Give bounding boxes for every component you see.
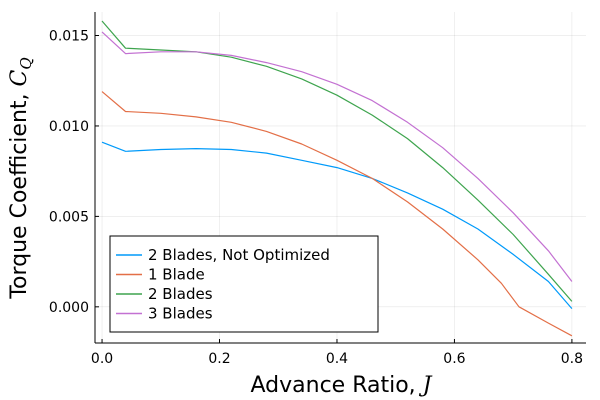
series-line (101, 20, 573, 302)
series-line (101, 31, 573, 282)
y-tick-label: 0.015 (49, 29, 89, 45)
legend-entry: 1 Blade (148, 266, 205, 284)
y-axis-symbol: C (7, 69, 32, 86)
x-axis-symbol: J (419, 373, 433, 398)
y-axis-ticks: 0.000 0.005 0.010 0.015 (49, 29, 99, 316)
y-tick-label: 0.000 (49, 300, 89, 316)
x-axis-label: Advance Ratio, J (251, 373, 433, 398)
legend-box (109, 235, 379, 333)
x-tick-label: 0.8 (561, 351, 583, 367)
y-tick-label: 0.010 (49, 119, 89, 135)
x-tick-label: 0.0 (91, 351, 113, 367)
x-tick-label: 0.4 (326, 351, 348, 367)
legend-entry: 3 Blades (148, 305, 213, 323)
y-axis-label: Torque Coefficient, CQ (7, 57, 35, 299)
series-line (101, 141, 573, 309)
x-tick-label: 0.6 (443, 351, 465, 367)
legend-entry: 2 Blades, Not Optimized (148, 246, 330, 264)
y-axis-subscript: Q (17, 57, 35, 69)
y-tick-label: 0.005 (49, 209, 89, 225)
series-line (101, 91, 573, 337)
series-lines (101, 20, 573, 337)
legend-entry: 2 Blades (148, 285, 213, 303)
x-tick-label: 0.2 (208, 351, 230, 367)
plot-frame (94, 12, 586, 344)
x-axis-ticks: 0.0 0.2 0.4 0.6 0.8 (91, 339, 583, 367)
